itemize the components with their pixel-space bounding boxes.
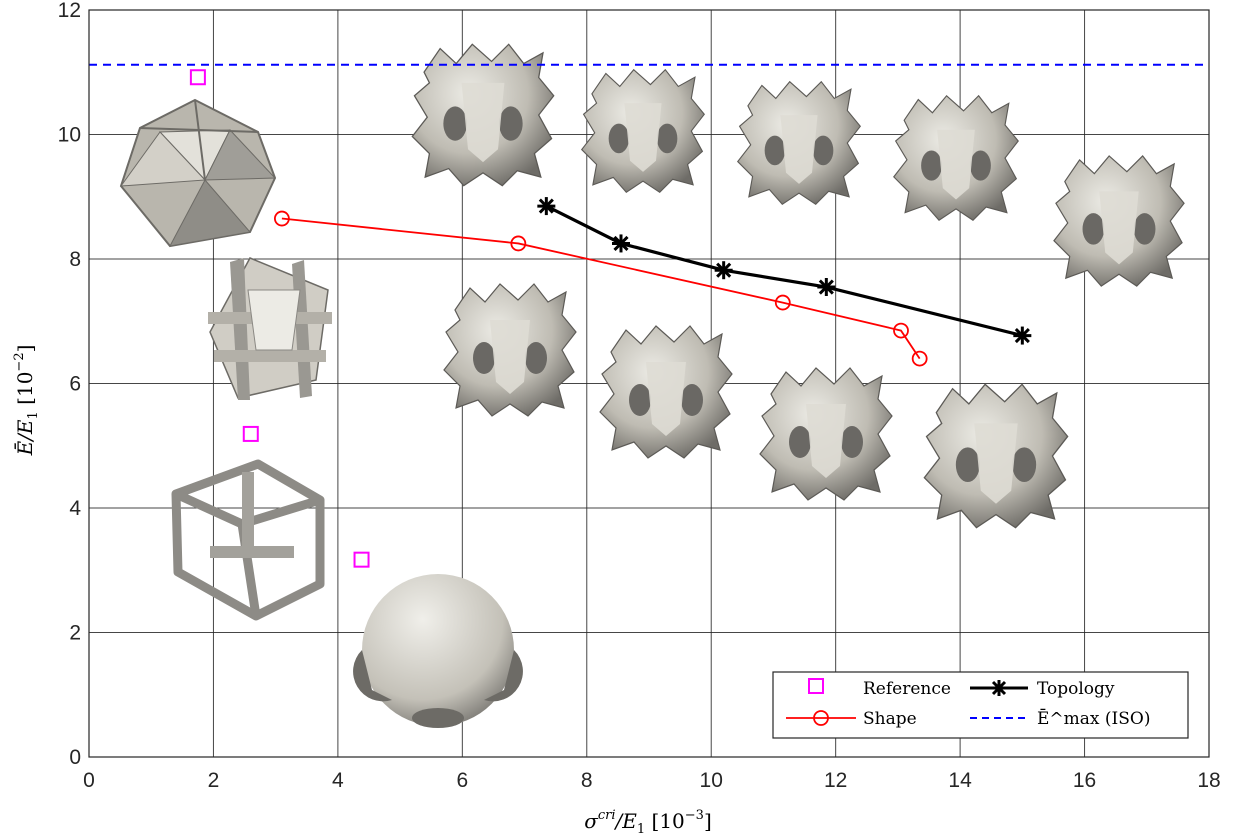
legend-topology-label: Topology [1037, 679, 1115, 699]
topology-point [537, 197, 556, 216]
plate-lattice-cell [208, 257, 332, 400]
topology-cell-2 [581, 69, 705, 193]
tick-labels: 0 2 4 6 8 10 12 14 16 18 0 2 4 6 8 10 12 [58, 0, 1221, 792]
x-tick-label: 16 [1073, 769, 1096, 792]
shape-point [911, 350, 928, 367]
x-axis-label: σcri/E1 [10−3] [584, 808, 712, 837]
legend-reference-marker [808, 678, 824, 694]
shape-line [281, 217, 921, 360]
shape-cell-2 [599, 325, 733, 459]
shape-point [510, 235, 527, 252]
icosahedral-truss-cell [119, 98, 277, 248]
x-tick-label: 0 [83, 769, 95, 792]
legend-box [772, 671, 1189, 739]
y-tick-label: 4 [69, 497, 81, 520]
y-axis-label: Ē/E1 [10−2] [12, 345, 41, 457]
shape-cell-1 [443, 283, 577, 417]
topology-cell-3 [737, 81, 861, 205]
series-layer [89, 63, 1209, 568]
axes-frame [88, 9, 1210, 758]
shape-point [774, 294, 791, 311]
topology-point [1013, 326, 1032, 345]
shape-cell-3 [759, 367, 893, 501]
topology-point [612, 234, 630, 253]
x-tick-label: 8 [581, 769, 593, 792]
legend-shape-marker [813, 710, 829, 726]
sphere-cell [353, 574, 523, 728]
topology-point [817, 278, 836, 297]
x-tick-label: 6 [456, 769, 468, 792]
shape-point [893, 322, 909, 339]
x-tick-label: 12 [824, 769, 847, 792]
y-tick-label: 10 [58, 124, 81, 147]
x-tick-label: 18 [1197, 769, 1220, 792]
shape-point [273, 210, 290, 227]
y-tick-label: 0 [69, 746, 81, 769]
reference-point [353, 551, 370, 568]
legend-emax-label: Ē^max (ISO) [1037, 708, 1150, 729]
cubic-frame-cell [171, 459, 325, 621]
reference-point [242, 425, 259, 442]
reference-point [189, 69, 206, 86]
legend-topology-marker [991, 680, 1007, 696]
x-tick-label: 14 [948, 769, 972, 792]
legend: Reference Topology Shape Ē^max (ISO) [772, 671, 1189, 739]
topology-cell-4 [893, 95, 1019, 221]
x-tick-label: 10 [700, 769, 723, 792]
shape-cell-4 [923, 383, 1069, 529]
topology-point [714, 261, 733, 280]
legend-reference-label: Reference [863, 679, 951, 699]
y-tick-label: 12 [58, 0, 81, 22]
x-tick-label: 2 [208, 769, 220, 792]
unit-cell-renderings [119, 43, 1185, 728]
topology-cell-5 [1053, 155, 1185, 287]
legend-shape-label: Shape [863, 709, 917, 729]
y-tick-label: 2 [69, 622, 81, 645]
topology-line [545, 204, 1023, 338]
y-tick-label: 6 [69, 373, 81, 396]
y-tick-label: 8 [69, 248, 81, 271]
x-tick-label: 4 [332, 769, 344, 792]
